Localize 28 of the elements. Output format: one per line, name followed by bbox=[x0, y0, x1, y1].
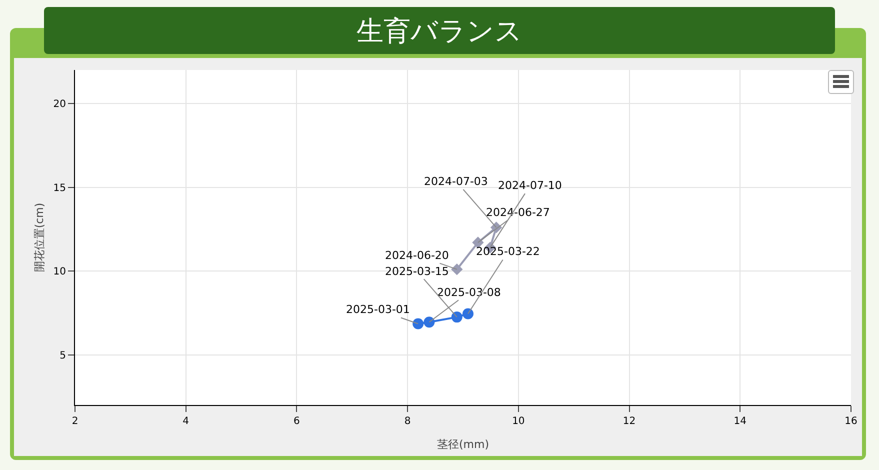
y-tick-label: 20 bbox=[53, 99, 66, 110]
point bbox=[412, 318, 424, 330]
annotation: 2024-07-10 bbox=[498, 179, 562, 192]
chart-title: 生育バランス bbox=[44, 7, 835, 54]
annotation: 2025-03-22 bbox=[476, 245, 540, 258]
x-tick-label: 4 bbox=[182, 416, 190, 427]
annotation: 2025-03-01 bbox=[346, 303, 410, 316]
annotation: 2024-06-27 bbox=[486, 206, 550, 219]
x-tick-label: 12 bbox=[622, 416, 636, 427]
x-tick-label: 2 bbox=[72, 416, 78, 427]
point bbox=[451, 312, 462, 323]
x-tick-label: 8 bbox=[404, 416, 411, 427]
y-tick-label: 15 bbox=[53, 182, 66, 194]
annotation: 2025-03-08 bbox=[437, 286, 501, 299]
y-tick-label: 10 bbox=[53, 266, 66, 278]
y-tick-label: 5 bbox=[60, 350, 66, 362]
point bbox=[424, 316, 435, 328]
point bbox=[451, 263, 463, 276]
x-tick-label: 10 bbox=[512, 416, 525, 427]
point bbox=[462, 308, 474, 320]
x-tick-label: 16 bbox=[844, 416, 858, 427]
y-axis-title: 開花位置(cm) bbox=[33, 202, 46, 272]
annotation: 2025-03-15 bbox=[385, 265, 449, 278]
x-tick-label: 6 bbox=[294, 416, 300, 427]
annotation: 2024-07-03 bbox=[424, 175, 488, 188]
annotation: 2024-06-20 bbox=[385, 249, 449, 262]
x-tick-label: 14 bbox=[734, 416, 747, 427]
x-axis-title: 茎径(mm) bbox=[436, 438, 490, 451]
